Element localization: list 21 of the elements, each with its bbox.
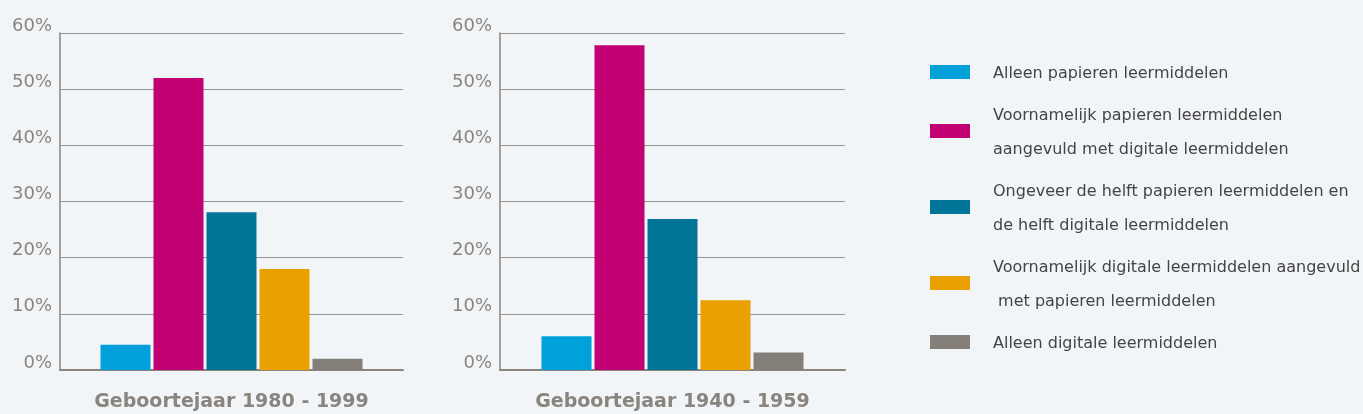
legend-label: Voornamelijk papieren leermiddelen aangevuld met digitale leermiddelen: [993, 104, 1289, 158]
y-tick-label: 40%: [451, 125, 492, 147]
y-tick-label: 50%: [451, 69, 492, 91]
x-axis-title: Geboortejaar 1940 - 1959: [535, 388, 810, 411]
y-tick-label: 0%: [463, 350, 492, 372]
y-tick-label: 30%: [11, 182, 52, 203]
legend-label: Alleen papieren leermiddelen: [993, 62, 1229, 82]
y-tick-label: 60%: [451, 13, 492, 35]
y-tick-label: 50%: [11, 69, 52, 91]
x-axis-title: Geboortejaar 1980 - 1999: [94, 388, 369, 411]
y-tick-label: 30%: [451, 182, 492, 203]
legend-label: Voornamelijk digitale leermiddelen aangevuld met papieren leermiddelen: [993, 256, 1361, 310]
y-tick-label: 10%: [451, 294, 492, 316]
y-tick-label: 0%: [23, 350, 52, 372]
y-tick-label: 20%: [451, 238, 492, 260]
legend-label: Alleen digitale leermiddelen: [993, 332, 1218, 352]
y-tick-label: 40%: [11, 125, 52, 147]
y-tick-label: 20%: [11, 238, 52, 260]
y-tick-label: 60%: [11, 13, 52, 35]
y-tick-label: 10%: [11, 294, 52, 316]
legend-label: Ongeveer de helft papieren leermiddelen en de helft digitale leermiddelen: [993, 180, 1354, 234]
